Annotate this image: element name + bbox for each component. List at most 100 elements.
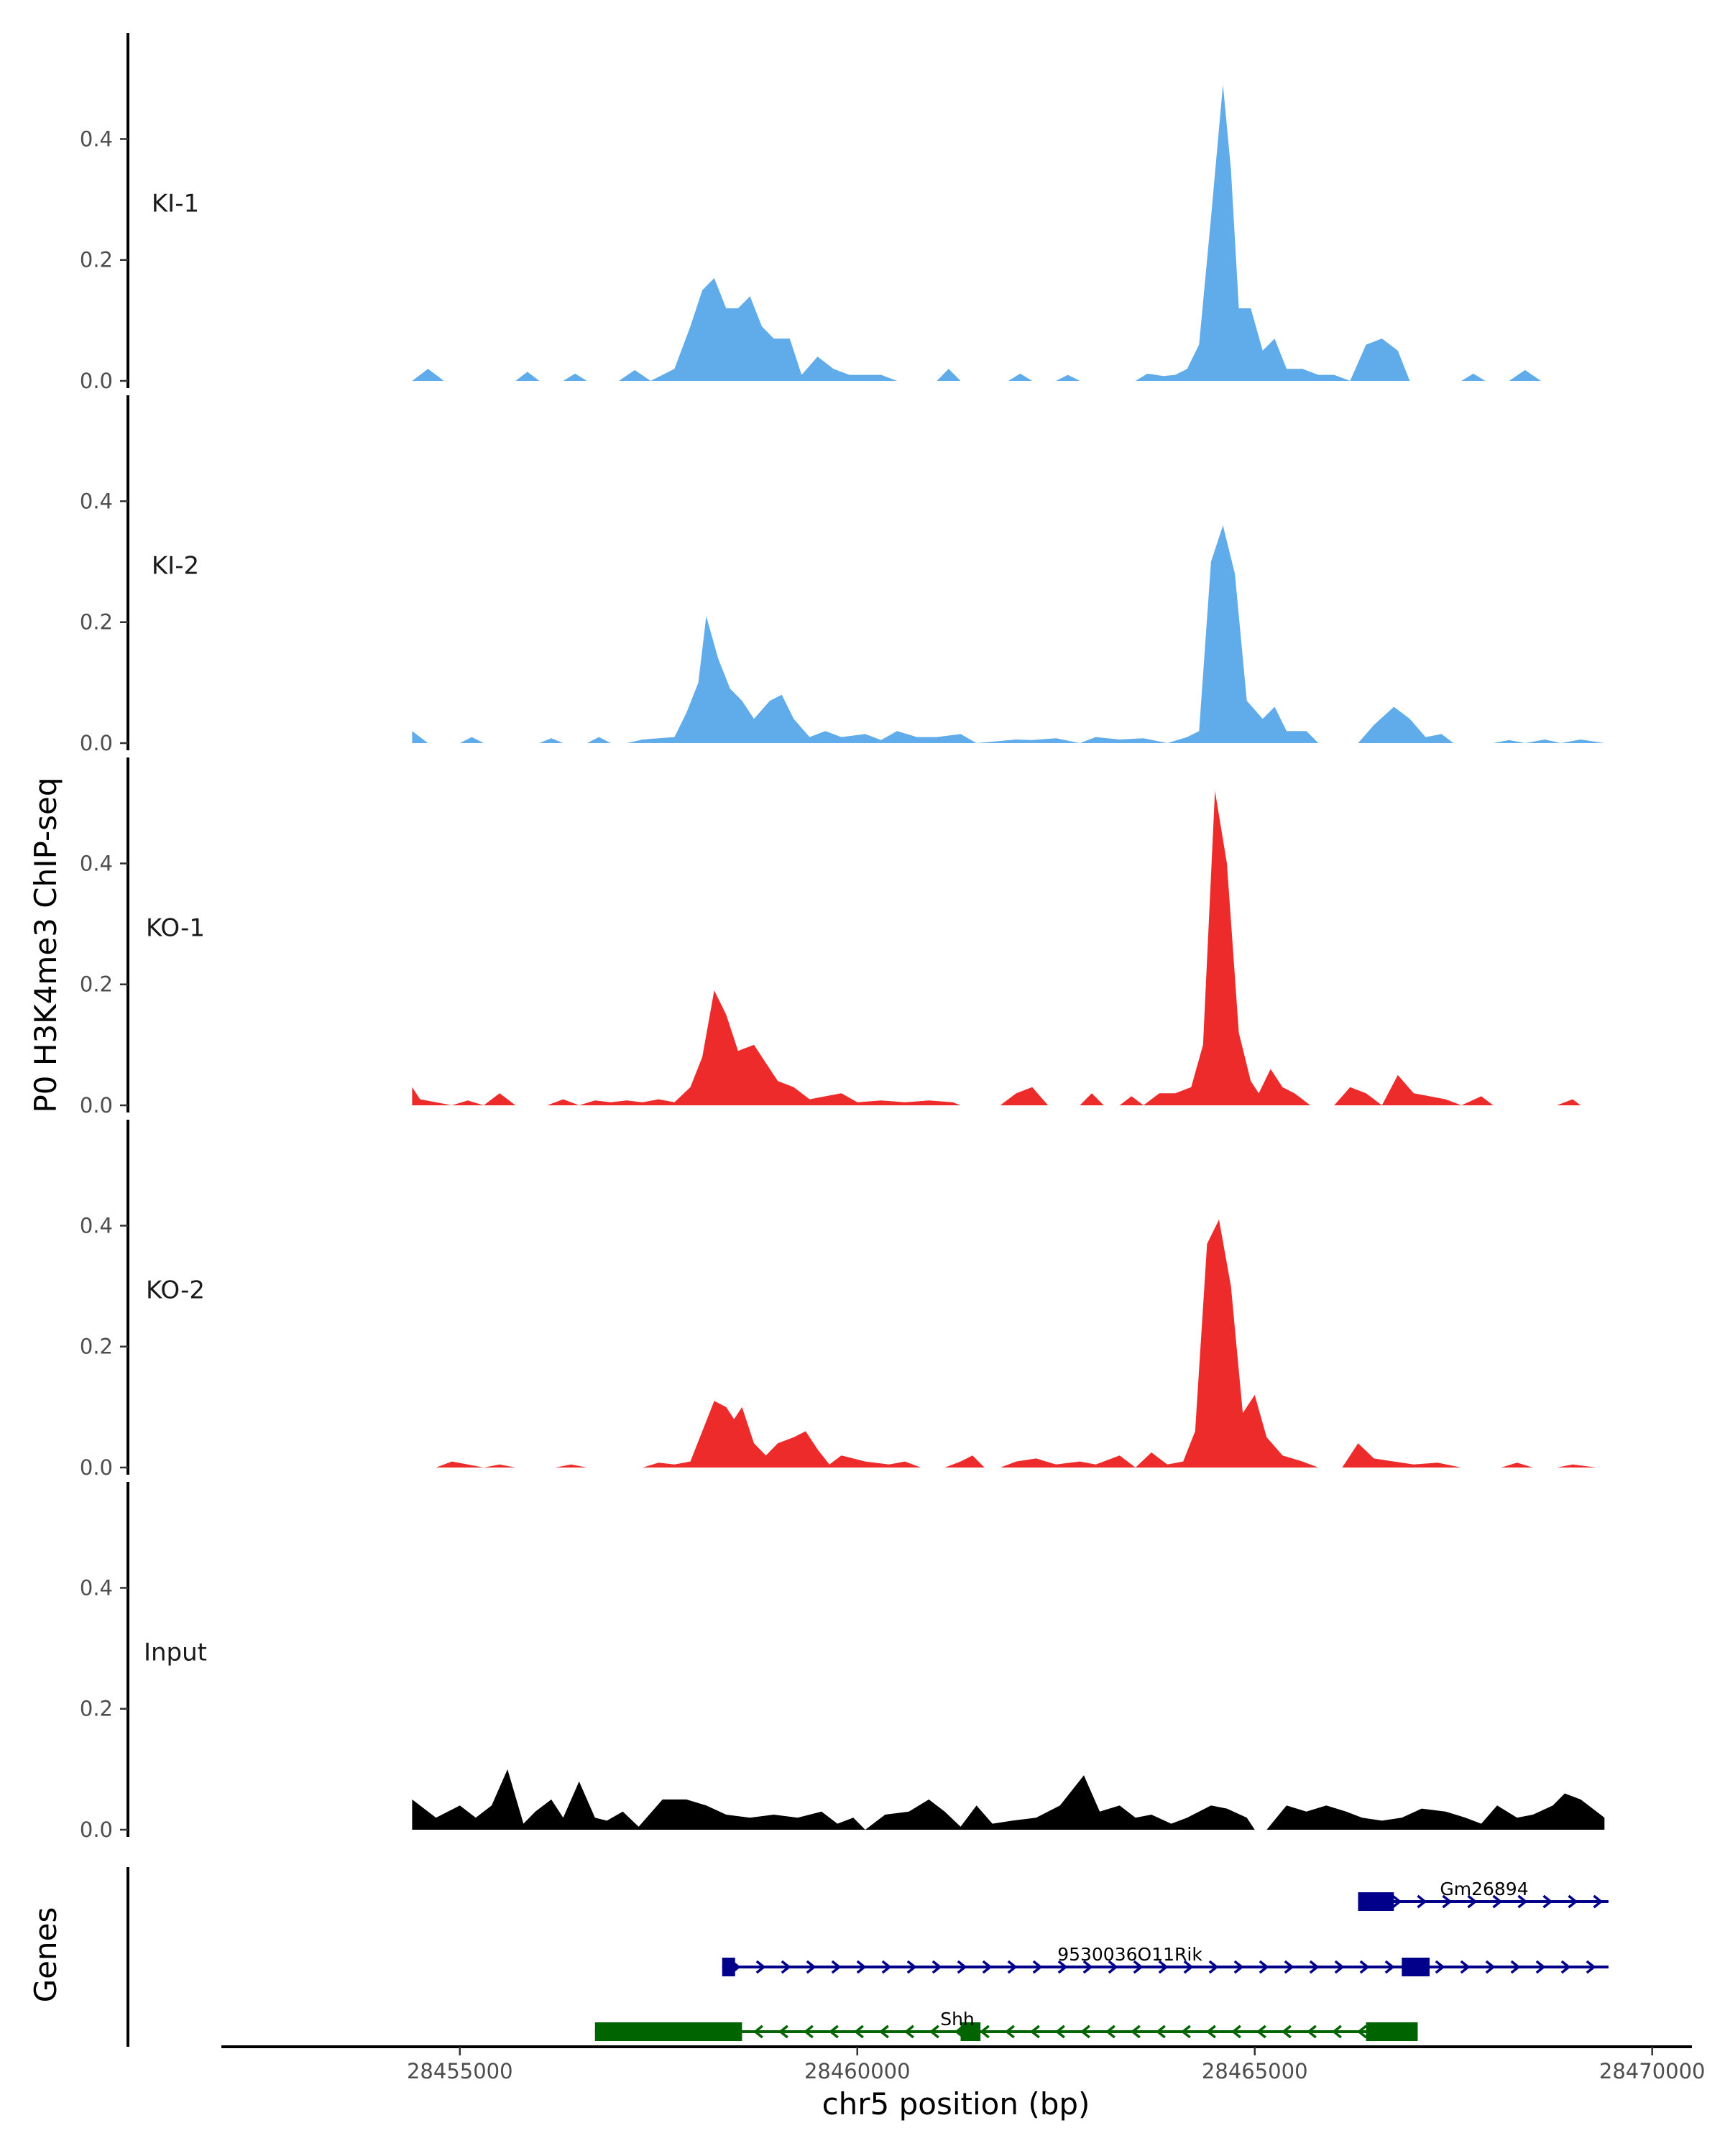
strand-arrow (1384, 1960, 1395, 1974)
strand-arrow (1306, 2024, 1317, 2039)
strand-arrow (831, 1960, 842, 1974)
strand-arrow (878, 2024, 889, 2039)
signal-area (412, 1769, 1605, 1830)
x-axis: 28455000 28460000 28465000 28470000 (221, 2045, 1706, 2083)
strand-arrow (1108, 1960, 1118, 1974)
strand-arrow (1183, 1960, 1194, 1974)
strand-arrow (1542, 1894, 1553, 1909)
y-tick-label: 0.4 (80, 126, 113, 151)
strand-arrow (1535, 1960, 1546, 1974)
exon-block (960, 2022, 981, 2041)
strand-arrow (778, 2024, 788, 2039)
strand-arrow (781, 1960, 791, 1974)
strand-arrow (1517, 1894, 1528, 1909)
strand-arrow (1485, 1960, 1496, 1974)
strand-arrow (1510, 1960, 1521, 1974)
y-tick-label: 0.2 (80, 972, 113, 997)
strand-arrow (903, 2024, 914, 2039)
gene-annotation-panel: Gm26894 9530036O11Rik Shh (126, 1867, 1609, 2047)
track-panel-ko-1: 0.0 0.2 0.4 KO-1 (80, 757, 1581, 1118)
x-tick-label: 28465000 (1202, 2059, 1308, 2083)
strand-arrow (1082, 1960, 1093, 1974)
strand-arrow (1560, 1960, 1571, 1974)
gene-model (1358, 1892, 1609, 1911)
y-tick-label: 0.2 (80, 248, 113, 272)
exon-block (1402, 1958, 1430, 1976)
track-label: Input (144, 1638, 207, 1667)
strand-arrow (1029, 2024, 1040, 2039)
strand-arrow (1007, 1960, 1018, 1974)
strand-arrow (1467, 1894, 1478, 1909)
track-panel-ko-2: 0.0 0.2 0.4 KO-2 (80, 1120, 1597, 1480)
y-tick-label: 0.0 (80, 731, 113, 755)
strand-arrow (755, 1960, 766, 1974)
y-tick-label: 0.0 (80, 1455, 113, 1480)
strand-arrow (1281, 2024, 1292, 2039)
track-panel-ki-2: 0.0 0.2 0.4 KI-2 (80, 395, 1605, 755)
strand-arrow (881, 1960, 892, 1974)
signal-area (436, 1220, 1597, 1468)
strand-arrow (1284, 1960, 1294, 1974)
gene-name-label: Shh (940, 2009, 975, 2030)
strand-arrow (1442, 1894, 1453, 1909)
y-tick-label: 0.4 (80, 1575, 113, 1600)
strand-arrow (979, 2024, 990, 2039)
strand-arrow (1568, 1894, 1578, 1909)
strand-arrow (1004, 2024, 1015, 2039)
y-tick-label: 0.2 (80, 1335, 113, 1359)
strand-arrow (1309, 1960, 1320, 1974)
strand-arrow (828, 2024, 839, 2039)
y-tick-label: 0.2 (80, 1697, 113, 1721)
strand-arrow (1492, 1894, 1503, 1909)
exon-block (594, 2022, 742, 2041)
strand-arrow (1334, 1960, 1345, 1974)
strand-arrow (1460, 1960, 1471, 1974)
x-tick-label: 28460000 (804, 2059, 911, 2083)
strand-arrow (1032, 1960, 1043, 1974)
strand-arrow (1130, 2024, 1141, 2039)
track-label: KI-1 (152, 189, 199, 218)
strand-arrow (1054, 2024, 1065, 2039)
strand-arrow (1233, 1960, 1244, 1974)
strand-arrow (856, 1960, 867, 1974)
strand-arrow (957, 1960, 967, 1974)
strand-arrow (1158, 1960, 1169, 1974)
exon-block (1358, 1892, 1394, 1911)
y-tick-label: 0.4 (80, 1213, 113, 1238)
track-label: KO-2 (146, 1276, 205, 1304)
x-tick-label: 28455000 (407, 2059, 513, 2083)
strand-arrow (1331, 2024, 1342, 2039)
strand-arrow (1230, 2024, 1241, 2039)
y-tick-label: 0.0 (80, 369, 113, 393)
strand-arrow (1259, 1960, 1269, 1974)
track-panel-ki-1: 0.0 0.2 0.4 KI-1 (80, 33, 1549, 393)
gene-model (594, 2022, 1418, 2041)
x-tick-label: 28470000 (1599, 2059, 1706, 2083)
signal-area (412, 791, 1581, 1105)
strand-arrow (1417, 1894, 1427, 1909)
strand-arrow (932, 1960, 942, 1974)
strand-arrow (853, 2024, 864, 2039)
x-axis-title: chr5 position (bp) (822, 2086, 1090, 2122)
gene-name-label: 9530036O11Rik (1057, 1944, 1202, 1965)
y-tick-label: 0.4 (80, 489, 113, 513)
genes-panel-title: Genes (28, 1907, 63, 2003)
strand-arrow (803, 2024, 814, 2039)
exon-block (1366, 2022, 1418, 2041)
strand-arrow (1586, 1960, 1596, 1974)
exon-block (722, 1958, 735, 1976)
strand-arrow (806, 1960, 816, 1974)
y-tick-label: 0.4 (80, 851, 113, 875)
signal-tracks: 0.00.20.4KI-10.00.20.4KI-20.00.20.4KO-10… (80, 33, 1605, 1842)
gene-model (722, 1958, 1609, 1976)
strand-arrow (1205, 2024, 1216, 2039)
strand-arrow (1155, 2024, 1166, 2039)
strand-arrow (1435, 1960, 1445, 1974)
strand-arrow (1392, 1894, 1402, 1909)
gene-name-label: Gm26894 (1440, 1879, 1528, 1899)
strand-arrow (1593, 1894, 1604, 1909)
signal-area (412, 525, 1605, 743)
strand-arrow (929, 2024, 939, 2039)
strand-arrow (1256, 2024, 1266, 2039)
